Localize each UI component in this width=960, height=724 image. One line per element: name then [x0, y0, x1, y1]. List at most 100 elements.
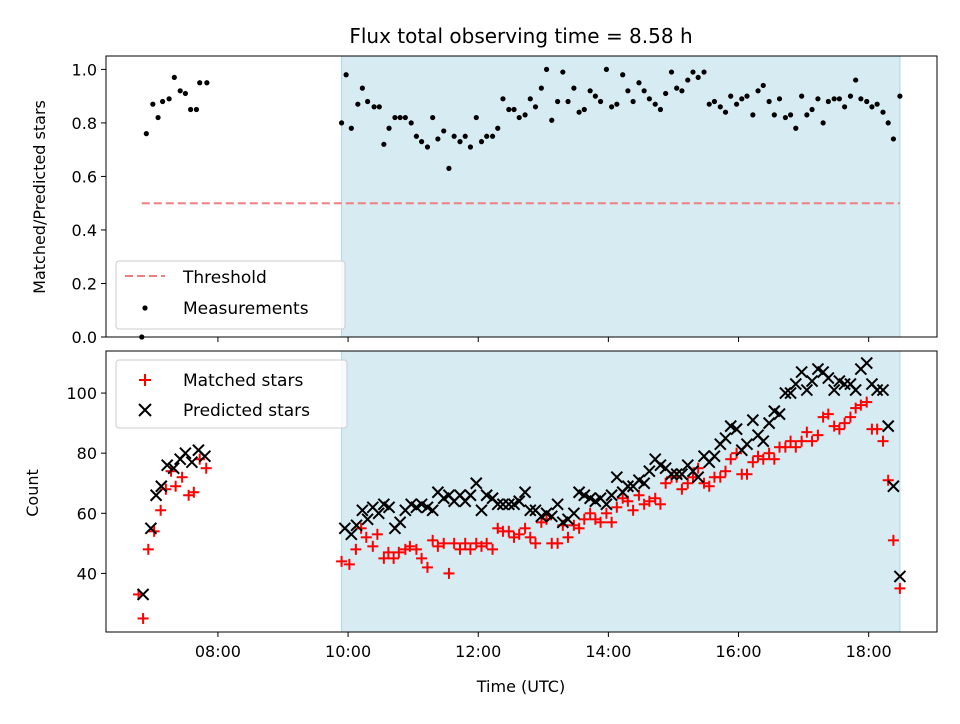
- matched-point: [448, 537, 460, 549]
- predicted-point: [675, 468, 689, 481]
- predicted-point: [708, 449, 721, 463]
- x-bar: [681, 458, 694, 472]
- measurement-point: [495, 125, 501, 131]
- measurement-point: [739, 96, 745, 102]
- measurement-point: [484, 133, 490, 139]
- measurement-point: [467, 144, 474, 150]
- measurement-point: [516, 114, 522, 121]
- matched-point: [682, 477, 694, 489]
- x-bar: [838, 377, 851, 391]
- predicted-point: [876, 383, 890, 397]
- measurement-point: [355, 101, 361, 107]
- x-bar: [475, 504, 488, 517]
- y-tick-label: 60: [77, 504, 97, 523]
- measurement-point: [193, 106, 200, 113]
- x-bar: [708, 449, 721, 463]
- predicted-point: [779, 386, 792, 400]
- measurement-point: [668, 69, 675, 75]
- measurement-point: [560, 69, 566, 75]
- matched-point: [454, 543, 466, 555]
- predicted-point: [149, 489, 163, 502]
- predicted-point: [860, 356, 873, 370]
- x-bar: [167, 462, 180, 475]
- measurement-point: [381, 141, 387, 147]
- measurement-point: [457, 139, 463, 145]
- measurement-point: [890, 136, 897, 142]
- measurement-point: [646, 96, 652, 102]
- matched-point: [573, 522, 585, 534]
- predicted-point: [518, 486, 532, 499]
- measurement-point: [825, 98, 831, 105]
- x-bar: [529, 504, 542, 517]
- x-bar: [600, 498, 613, 511]
- matched-point: [741, 468, 753, 480]
- matched-point: [692, 462, 704, 474]
- matched-point: [584, 507, 596, 519]
- predicted-point: [372, 507, 385, 520]
- count-legend-box: [115, 359, 348, 429]
- legend-matched-label: Matched stars: [183, 371, 303, 391]
- x-bar: [724, 419, 737, 433]
- predicted-point: [382, 501, 396, 514]
- measurement-point: [166, 96, 172, 102]
- measurement-point: [402, 114, 408, 121]
- measurement-point: [897, 93, 903, 99]
- count-axes: 40 60 80 100 08:00 10:00 12:00 14:00 16:00 18:00: [66, 350, 938, 661]
- x-bar: [789, 377, 802, 391]
- measurement-point: [565, 98, 571, 105]
- predicted-point: [524, 504, 537, 517]
- series-matched-stars: [133, 396, 906, 624]
- predicted-point: [578, 489, 591, 502]
- measurement-point: [679, 88, 685, 94]
- predicted-point: [822, 371, 835, 385]
- measurement-point: [722, 109, 729, 115]
- measurement-point: [500, 96, 506, 102]
- measurement-point: [581, 106, 587, 113]
- x-bar: [144, 522, 158, 535]
- measurement-point: [527, 96, 533, 102]
- measurement-point: [841, 104, 848, 110]
- measurement-point: [766, 98, 772, 105]
- x-bar: [762, 416, 776, 430]
- legend-measurements-swatch: [142, 305, 148, 311]
- measurement-point: [750, 112, 756, 118]
- measurement-point: [532, 104, 539, 110]
- predicted-point: [887, 480, 900, 493]
- measurement-point: [489, 133, 496, 139]
- series-predicted-stars: [136, 356, 907, 601]
- measurement-point: [597, 98, 604, 105]
- ratio-marks: [139, 66, 903, 340]
- measurement-point: [446, 165, 452, 171]
- x-bar: [881, 419, 895, 433]
- x-bar: [621, 480, 635, 493]
- predicted-point: [773, 407, 786, 421]
- matched-point: [524, 531, 536, 543]
- matched-point: [343, 558, 355, 570]
- matched-point: [725, 453, 737, 465]
- matched-point: [703, 480, 715, 492]
- ratio-axes: 0.0 0.2 0.4 0.6 0.8 1.0: [72, 55, 938, 347]
- matched-point: [529, 537, 541, 549]
- x-bar: [179, 446, 192, 460]
- matched-point: [785, 435, 797, 447]
- x-bar: [768, 404, 781, 418]
- x-bar: [551, 498, 564, 511]
- measurement-point: [424, 144, 431, 150]
- matched-point: [513, 528, 525, 540]
- matched-point: [438, 537, 450, 549]
- matched-point: [633, 489, 645, 501]
- matched-point: [360, 531, 372, 543]
- measurement-point: [733, 101, 740, 107]
- measurement-point: [880, 109, 886, 115]
- measurement-point: [776, 96, 783, 102]
- matched-point: [844, 411, 856, 423]
- legend-matched-swatch: [139, 374, 151, 386]
- matched-point: [481, 537, 493, 549]
- measurement-point: [338, 120, 345, 126]
- x-bar: [594, 492, 607, 505]
- matched-point: [137, 612, 149, 624]
- predicted-point: [870, 383, 884, 397]
- measurement-point: [348, 125, 354, 131]
- x-bar: [779, 386, 792, 400]
